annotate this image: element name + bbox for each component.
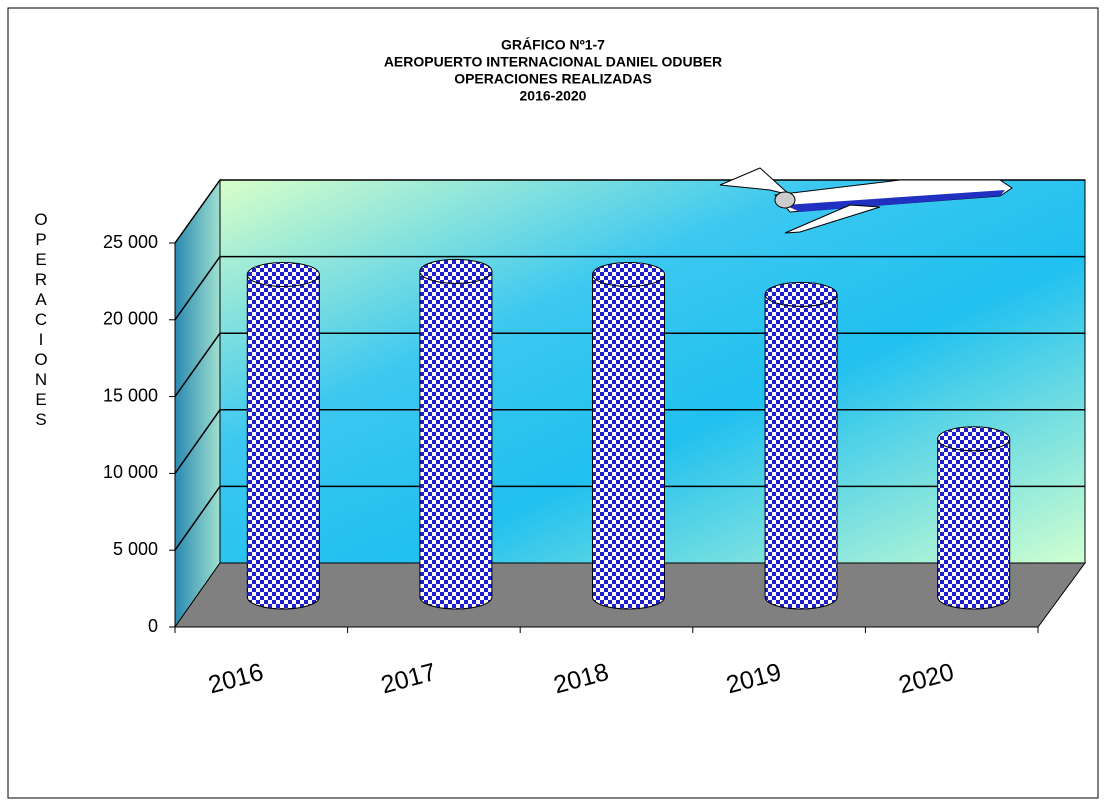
- bar-top: [764, 281, 838, 307]
- bar-top: [592, 261, 665, 287]
- grid-line: [174, 256, 221, 321]
- grid-line: [174, 409, 221, 474]
- airplane: [719, 167, 1013, 234]
- bar: [937, 438, 1011, 610]
- bar-top: [419, 258, 493, 284]
- y-tick-label: 10 000: [103, 462, 158, 482]
- chart-title: 2016-2020: [520, 88, 587, 104]
- grid-line: [174, 332, 221, 398]
- grid-line: [174, 485, 221, 551]
- bar-top: [246, 261, 320, 287]
- y-tick-label: 5 000: [113, 539, 158, 559]
- y-tick-label: 25 000: [103, 232, 158, 252]
- chart-title: GRÁFICO Nº1-7: [501, 37, 605, 53]
- bar: [246, 273, 320, 610]
- chart-title: AEROPUERTO INTERNACIONAL DANIEL ODUBER: [384, 54, 722, 70]
- y-tick-label: 0: [148, 616, 158, 636]
- y-axis-label: OPERACIONES: [32, 210, 51, 430]
- y-tick-label: 20 000: [103, 309, 158, 329]
- bar: [764, 293, 838, 610]
- y-tick-label: 15 000: [103, 385, 158, 405]
- grid-line: [174, 179, 221, 244]
- chart-title: OPERACIONES REALIZADAS: [454, 71, 652, 87]
- bar: [592, 273, 665, 610]
- side-wall: [174, 178, 221, 629]
- bar-top: [937, 426, 1011, 452]
- bar: [419, 270, 493, 610]
